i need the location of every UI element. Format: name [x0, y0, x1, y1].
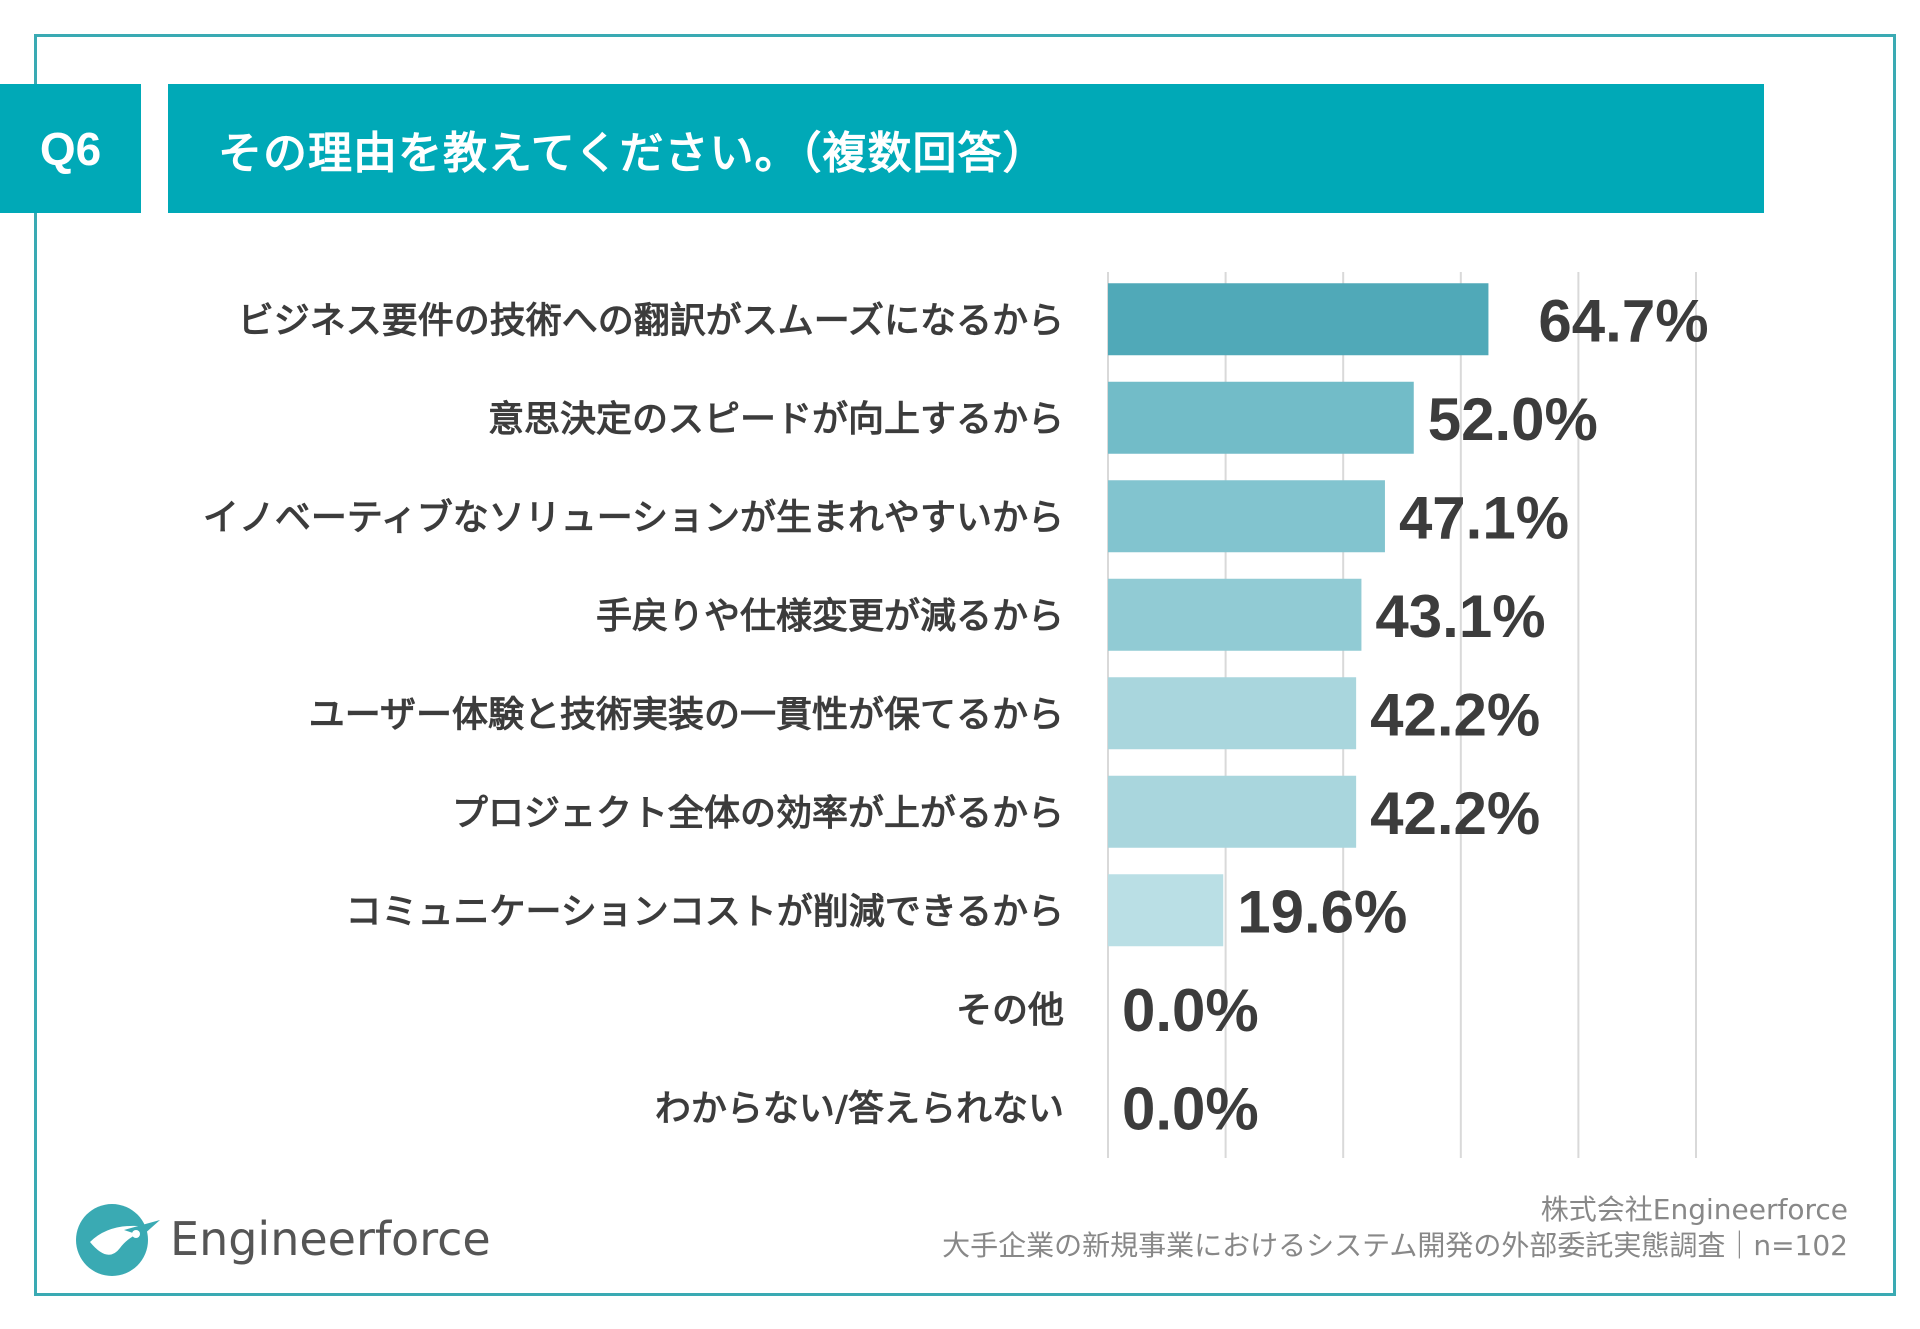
bar [1108, 775, 1357, 848]
bar [1108, 381, 1414, 454]
value-label: 0.0% [1122, 977, 1259, 1044]
bar [1108, 283, 1489, 356]
value-label: 52.0% [1428, 386, 1598, 453]
value-label: 42.2% [1370, 681, 1540, 748]
value-label: 47.1% [1399, 484, 1569, 551]
category-label: その他 [956, 990, 1064, 1031]
bar [1108, 480, 1385, 553]
logo-wordmark: Engineerforce [170, 1212, 491, 1266]
category-label: プロジェクト全体の効率が上がるから [452, 792, 1064, 834]
engineerforce-logo-icon [76, 1204, 160, 1276]
chart-frame [34, 34, 1896, 1296]
category-label: ビジネス要件の技術への翻訳がスムーズになるから [238, 299, 1064, 341]
value-labels: 64.7% 52.0% 47.1% 43.1% 42.2% 42.2% 19.6% 0.0% 0… [1122, 287, 1709, 1142]
bar [1108, 677, 1357, 750]
footer-credits: 株式会社Engineerforce 大手企業の新規事業におけるシステム開発の外部… [942, 1192, 1848, 1264]
category-label: わからない/答えられない [655, 1088, 1064, 1129]
category-label: 手戻りや仕様変更が減るから [596, 595, 1064, 637]
footer-company: 株式会社Engineerforce [1540, 1193, 1848, 1226]
value-label: 19.6% [1237, 878, 1407, 945]
category-labels: ビジネス要件の技術への翻訳がスムーズになるから意思決定のスピードが向上するからイ… [203, 299, 1064, 1129]
question-title-text: その理由を教えてください。（複数回答） [218, 127, 1048, 179]
value-label: 42.2% [1370, 780, 1540, 847]
value-label: 0.0% [1122, 1075, 1259, 1142]
footer-survey: 大手企業の新規事業におけるシステム開発の外部委託実態調査｜n=102 [942, 1229, 1848, 1262]
category-label: イノベーティブなソリューションが生まれやすいから [203, 496, 1064, 538]
category-label: コミュニケーションコストが削減できるから [345, 891, 1064, 932]
value-label: 64.7% [1538, 287, 1708, 354]
bar [1108, 578, 1362, 651]
category-label: 意思決定のスピードが向上するから [488, 399, 1064, 440]
question-title: その理由を教えてください。（複数回答） [168, 84, 1764, 213]
bars [1108, 283, 1489, 947]
bar [1108, 874, 1224, 947]
category-label: ユーザー体験と技術実装の一貫性が保てるから [309, 694, 1064, 735]
value-label: 43.1% [1375, 583, 1545, 650]
question-badge: Q6 [0, 84, 141, 213]
